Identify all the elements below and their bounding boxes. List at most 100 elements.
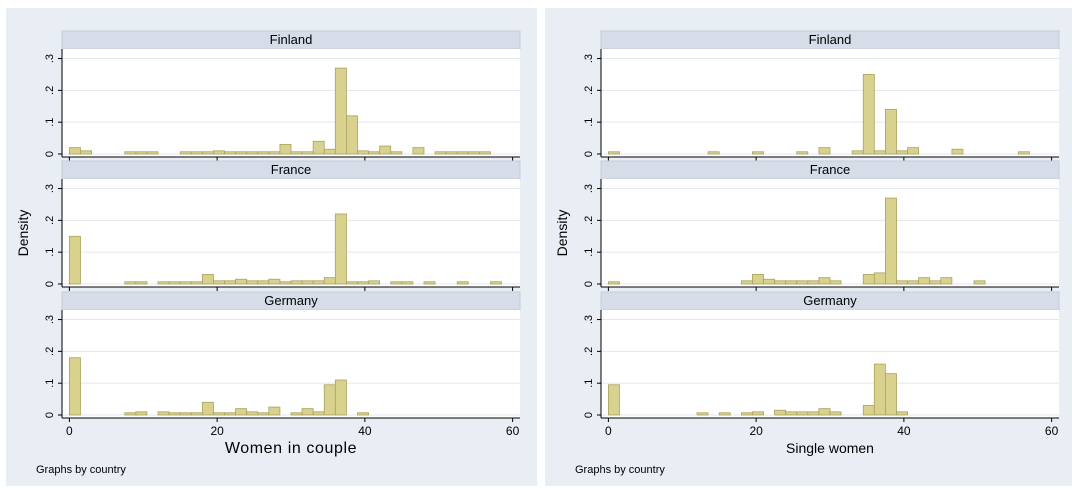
plot-area: [601, 49, 1059, 157]
histogram-bar: [752, 411, 764, 416]
histogram-bar: [224, 151, 236, 155]
histogram-bar: [873, 363, 886, 416]
histogram-bar: [246, 151, 259, 155]
histogram-bar: [818, 147, 831, 155]
histogram-bar: [235, 151, 248, 155]
histogram-bar: [423, 281, 436, 285]
histogram-bar: [279, 281, 292, 285]
histogram-bar: [323, 148, 336, 155]
histogram-bar: [290, 280, 303, 285]
y-tick-label: .1: [583, 118, 595, 127]
histogram-bar: [334, 213, 347, 285]
y-axis-title: Density: [15, 210, 31, 257]
histogram-bar: [124, 412, 137, 416]
histogram-bar: [224, 280, 236, 285]
x-tick-label: 20: [210, 424, 224, 438]
histogram-bar: [896, 411, 908, 416]
y-tick-label: .2: [44, 347, 56, 356]
histogram-bar: [907, 147, 920, 155]
histogram-bar: [146, 151, 159, 155]
histogram-bar: [346, 115, 358, 155]
histogram-bar: [201, 401, 214, 416]
histogram-bar: [401, 281, 414, 285]
y-tick-label: 0: [583, 412, 595, 418]
histogram-bar: [918, 277, 931, 285]
histogram-bar: [896, 150, 908, 155]
histogram-bar: [456, 281, 469, 285]
histogram-bar: [763, 278, 775, 285]
y-tick-label: 0: [44, 281, 56, 287]
panel-title: France: [810, 162, 850, 177]
histogram-bar: [268, 151, 281, 155]
histogram-bar: [796, 280, 809, 285]
histogram-bar: [357, 281, 369, 285]
histogram-bar: [357, 412, 369, 416]
histogram-bar: [312, 411, 325, 416]
x-tick-label: 40: [897, 424, 911, 438]
graph-women-in-couple: Finland 0 .1 .2 .3 France 0 .1 .2 .3 Germany 0 .1 .2.…: [6, 8, 537, 486]
y-tick-label: 0: [44, 151, 56, 157]
histogram-bar: [257, 151, 270, 155]
histogram-bar: [951, 148, 964, 155]
histogram-bar: [312, 280, 325, 285]
histogram-bar: [346, 281, 358, 285]
y-tick-label: .2: [44, 216, 56, 225]
histogram-bar: [785, 411, 798, 416]
histogram-bar: [290, 412, 303, 416]
histogram-bar: [213, 412, 225, 416]
y-axis-title: Density: [554, 210, 570, 257]
histogram-bar: [68, 235, 81, 285]
histogram-bar: [434, 151, 447, 155]
histogram-bar: [279, 144, 292, 155]
x-tick-label: 60: [506, 424, 520, 438]
y-tick-label: .2: [44, 86, 56, 95]
histogram-bar: [390, 151, 403, 155]
histogram-bar: [467, 151, 480, 155]
histogram-bar: [607, 384, 620, 416]
y-tick-label: .3: [583, 54, 595, 63]
histogram-bar: [357, 150, 369, 155]
plot-area: [601, 179, 1059, 287]
histogram-bar: [607, 281, 620, 285]
plot-area: [62, 310, 520, 418]
x-axis-title: Single women: [786, 440, 874, 456]
histogram-bar: [740, 412, 753, 416]
histogram-bar: [323, 384, 336, 416]
y-tick-label: .1: [44, 118, 56, 127]
y-tick-label: 0: [44, 412, 56, 418]
histogram-bar: [973, 280, 986, 285]
y-tick-label: .3: [44, 54, 56, 63]
histogram-bar: [312, 140, 325, 155]
histogram-bar: [862, 405, 875, 416]
panel-title: France: [271, 162, 311, 177]
histogram-bar: [929, 280, 942, 285]
histogram-bar: [190, 281, 203, 285]
histogram-bar: [334, 67, 347, 155]
y-tick-label: .1: [44, 379, 56, 388]
histogram-bar: [246, 411, 259, 416]
y-tick-label: .2: [583, 347, 595, 356]
y-tick-label: 0: [583, 151, 595, 157]
x-tick-label: 60: [1045, 424, 1059, 438]
histogram-bar: [752, 151, 764, 155]
histogram-bar: [873, 272, 886, 285]
histogram-bar: [718, 412, 731, 416]
histogram-bar: [257, 280, 270, 285]
chart-women-in-couple: Finland 0 .1 .2 .3 France 0 .1 .2 .3 Germany 0 .1 .2.…: [15, 30, 521, 457]
y-tick-label: .3: [44, 184, 56, 193]
graph-single-women: Finland 0 .1 .2 .3 France 0 .1 .2 .3 Germany 0 .1 .2.…: [545, 8, 1072, 486]
histogram-bar: [168, 281, 181, 285]
histogram-bar: [696, 412, 709, 416]
y-tick-label: .1: [583, 248, 595, 257]
histogram-bar: [179, 281, 192, 285]
histogram-bar: [235, 408, 248, 416]
histogram-bar: [179, 151, 192, 155]
histogram-bar: [301, 151, 314, 155]
by-note: Graphs by country: [575, 464, 665, 476]
histogram-bar: [68, 147, 81, 155]
histogram-bar: [224, 412, 236, 416]
histogram-bar: [740, 280, 753, 285]
x-axis-title: Women in couple: [225, 440, 357, 457]
histogram-bar: [290, 151, 303, 155]
y-tick-label: .3: [583, 184, 595, 193]
